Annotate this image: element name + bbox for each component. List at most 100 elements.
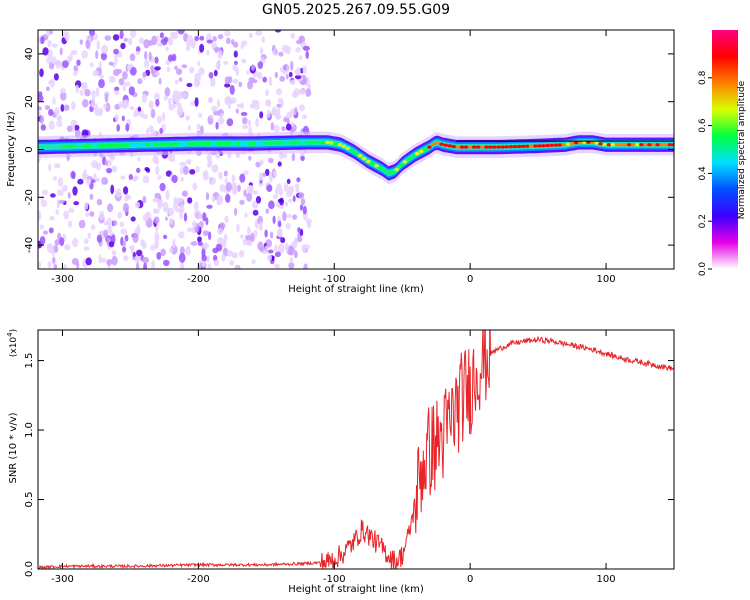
noise-blob — [82, 99, 89, 108]
noise-blob — [158, 202, 164, 208]
noise-blob — [51, 43, 58, 48]
snr-multiplier-base: (x10 — [9, 337, 19, 358]
noise-blob — [217, 227, 224, 235]
ridge-core — [219, 141, 224, 146]
noise-blob — [183, 32, 189, 42]
noise-blob — [244, 212, 248, 218]
noise-blob — [84, 89, 91, 97]
noise-blob — [39, 115, 45, 124]
ridge-core — [158, 142, 163, 146]
noise-blob — [158, 77, 162, 85]
noise-blob — [110, 184, 115, 195]
noise-blob — [217, 49, 223, 60]
figure-title: GN05.2025.267.09.55.G09 — [262, 2, 450, 18]
noise-blob — [46, 57, 51, 64]
noise-blob — [294, 106, 298, 114]
noise-blob — [266, 109, 271, 119]
ridge-core — [174, 142, 179, 146]
noise-blob — [285, 74, 289, 80]
ridge-core — [272, 141, 277, 145]
ridge-band — [38, 139, 674, 177]
noise-blob — [179, 261, 185, 269]
noise-blob — [83, 238, 89, 245]
ridge-core — [663, 143, 668, 147]
noise-blob — [59, 47, 63, 56]
noise-blob — [132, 233, 139, 243]
noise-blob — [178, 231, 185, 239]
noise-blob — [106, 217, 113, 227]
ridge-core — [113, 143, 118, 147]
ridge-core — [72, 144, 77, 148]
noise-blob — [55, 59, 61, 69]
noise-blob — [89, 211, 95, 217]
noise-blob — [108, 75, 116, 84]
noise-blob — [252, 190, 258, 196]
noise-blob — [247, 80, 254, 90]
noise-blob — [124, 234, 129, 242]
ridge-core — [500, 145, 505, 149]
noise-blob — [200, 125, 204, 135]
noise-blob — [291, 153, 296, 162]
noise-blob — [194, 72, 202, 83]
noise-blob — [266, 254, 272, 261]
noise-blob — [293, 250, 298, 259]
ridge-core — [406, 157, 412, 161]
noise-blob — [54, 107, 60, 116]
spectrogram-ytick-label: -40 — [24, 237, 35, 253]
ridge-core — [276, 141, 281, 145]
noise-blob — [276, 88, 282, 96]
noise-blob — [299, 228, 304, 237]
ridge-core — [60, 144, 65, 149]
ridge-core — [614, 143, 620, 147]
noise-blob — [202, 172, 209, 181]
noise-blob — [130, 216, 136, 222]
noise-blob — [239, 199, 245, 205]
ridge-core — [109, 143, 114, 147]
ridge-core — [374, 164, 379, 168]
noise-blob — [143, 262, 147, 269]
ridge-core — [300, 140, 306, 144]
noise-blob — [279, 204, 285, 210]
noise-blob — [295, 47, 301, 53]
noise-blob — [123, 37, 128, 42]
noise-blob — [90, 98, 95, 108]
noise-blob — [187, 125, 192, 131]
noise-blob — [272, 215, 276, 224]
noise-blob — [264, 245, 269, 255]
noise-blob — [273, 170, 277, 177]
spectrogram-xtick-label: 0 — [467, 274, 473, 285]
noise-blob — [134, 255, 141, 263]
noise-blob — [40, 124, 46, 131]
noise-blob — [186, 82, 193, 88]
noise-blob — [286, 118, 290, 126]
noise-blob — [173, 196, 178, 203]
noise-blob — [290, 32, 296, 39]
noise-blob — [129, 245, 135, 250]
noise-blob — [62, 184, 68, 192]
noise-blob — [248, 32, 253, 38]
noise-blob — [278, 51, 284, 57]
colorbar-label: Normalized spectral amplitude — [737, 80, 747, 219]
noise-blob — [114, 103, 121, 110]
noise-blob — [176, 106, 184, 116]
noise-blob — [52, 256, 56, 264]
noise-blob — [157, 42, 163, 47]
noise-blob — [178, 77, 183, 82]
noise-blob — [168, 104, 174, 111]
ridge-core — [292, 141, 297, 145]
noise-blob — [176, 197, 184, 203]
noise-blob — [60, 88, 66, 94]
ridge-core — [64, 144, 69, 148]
ridge-core — [443, 143, 448, 147]
snr-xtick-label: -100 — [323, 574, 346, 585]
ridge-core — [68, 144, 73, 148]
noise-blob — [154, 56, 159, 64]
noise-blob — [305, 88, 312, 97]
noise-blob — [59, 237, 65, 247]
noise-blob — [99, 74, 105, 79]
noise-blob — [255, 30, 263, 36]
noise-blob — [296, 177, 301, 183]
noise-blob — [224, 76, 231, 84]
noise-blob — [162, 112, 166, 122]
